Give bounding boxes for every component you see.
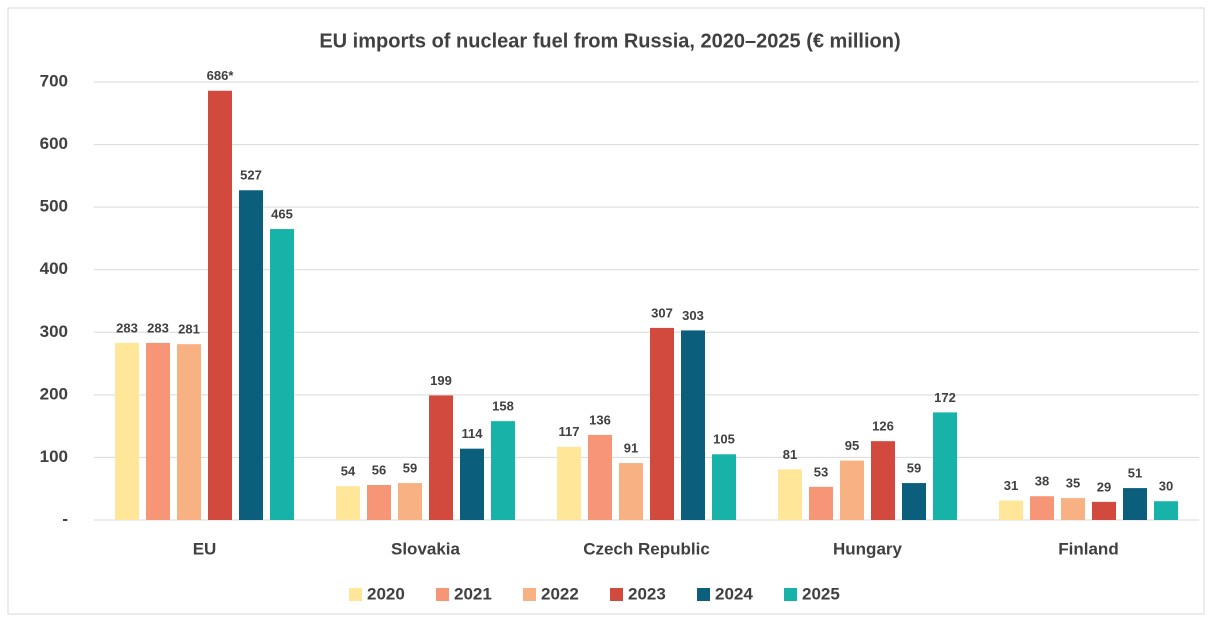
bar [146, 342, 170, 520]
bar [871, 441, 895, 520]
bar [1123, 488, 1147, 520]
value-label: 81 [783, 447, 797, 462]
legend-swatch [523, 588, 536, 601]
value-label: 29 [1097, 479, 1111, 494]
bar [999, 500, 1023, 520]
y-tick-label: 300 [40, 322, 68, 341]
bar [429, 395, 453, 520]
value-label: 117 [559, 424, 580, 439]
legend-label: 2023 [628, 584, 666, 603]
y-tick-label: 200 [40, 384, 68, 403]
y-tick-label: 100 [40, 447, 68, 466]
bar [1061, 498, 1085, 520]
value-label: 172 [934, 390, 956, 405]
y-tick-label: - [62, 509, 68, 528]
value-label: 91 [624, 440, 638, 455]
bar [557, 446, 581, 520]
value-label: 59 [907, 461, 921, 476]
legend-label: 2022 [541, 584, 579, 603]
value-label: 307 [651, 305, 673, 320]
chart-title: EU imports of nuclear fuel from Russia, … [319, 30, 900, 52]
legend-swatch [610, 588, 623, 601]
value-label: 95 [845, 438, 859, 453]
value-label: 199 [430, 373, 452, 388]
bar [460, 448, 484, 520]
legend-swatch [697, 588, 710, 601]
value-label: 465 [271, 206, 293, 221]
bar [902, 483, 926, 520]
value-label: 105 [713, 432, 735, 447]
bar [588, 434, 612, 520]
chart-border [7, 7, 1205, 615]
value-label: 303 [682, 308, 704, 323]
x-tick-label: Slovakia [391, 539, 461, 558]
value-label: 114 [462, 426, 484, 441]
x-tick-label: Czech Republic [583, 539, 710, 558]
bar [367, 484, 391, 520]
bar [239, 190, 263, 520]
bar [681, 330, 705, 520]
bar [491, 421, 515, 520]
bar [115, 342, 139, 520]
value-label: 30 [1159, 479, 1173, 494]
bar [1030, 496, 1054, 520]
bar [712, 454, 736, 520]
value-label: 283 [147, 320, 169, 335]
value-label: 54 [341, 464, 356, 479]
legend-label: 2020 [367, 584, 405, 603]
value-label: 136 [589, 412, 611, 427]
value-label: 126 [872, 419, 894, 434]
bar [398, 483, 422, 520]
bar [619, 463, 643, 520]
bar [650, 327, 674, 520]
bar [208, 90, 232, 520]
y-tick-label: 700 [40, 71, 68, 90]
value-label: 38 [1035, 474, 1049, 489]
value-label: 53 [814, 464, 828, 479]
value-label: 51 [1128, 466, 1142, 481]
bar [336, 486, 360, 520]
bar [1092, 501, 1116, 520]
y-tick-label: 600 [40, 134, 68, 153]
legend-label: 2025 [802, 584, 840, 603]
y-tick-label: 400 [40, 259, 68, 278]
x-tick-label: Finland [1058, 539, 1118, 558]
legend-label: 2024 [715, 584, 753, 603]
bar [270, 229, 294, 521]
value-label: 59 [403, 461, 417, 476]
value-label: 686* [207, 68, 235, 83]
value-label: 56 [372, 462, 386, 477]
bar [1154, 501, 1178, 520]
value-label: 35 [1066, 476, 1080, 491]
x-tick-label: Hungary [833, 539, 903, 558]
legend-swatch [436, 588, 449, 601]
bar [840, 460, 864, 520]
bar [177, 344, 201, 520]
value-label: 281 [178, 322, 200, 337]
y-tick-label: 500 [40, 197, 68, 216]
value-label: 31 [1004, 478, 1018, 493]
legend-swatch [349, 588, 362, 601]
value-label: 158 [492, 399, 514, 414]
legend-swatch [784, 588, 797, 601]
value-label: 527 [240, 168, 262, 183]
bar [809, 486, 833, 520]
bar [933, 412, 957, 520]
value-label: 283 [116, 320, 138, 335]
legend-label: 2021 [454, 584, 492, 603]
x-tick-label: EU [193, 539, 217, 558]
bar [778, 469, 802, 520]
